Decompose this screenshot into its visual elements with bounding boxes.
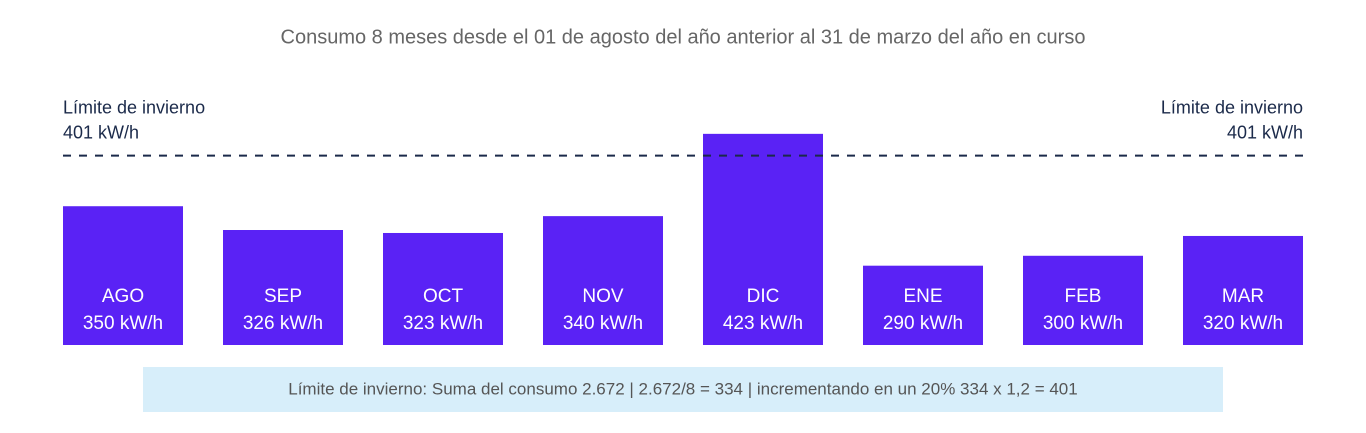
category-label: AGO: [102, 286, 144, 307]
category-label: DIC: [747, 286, 780, 307]
chart-title: Consumo 8 meses desde el 01 de agosto de…: [281, 26, 1086, 48]
value-label: 300 kW/h: [1043, 313, 1123, 334]
limit-name: Límite de invierno: [63, 97, 205, 117]
value-label: 423 kW/h: [723, 313, 803, 334]
bar: [383, 232, 503, 345]
bar: [1023, 255, 1143, 345]
value-label: 326 kW/h: [243, 313, 323, 334]
value-label: 350 kW/h: [83, 313, 163, 334]
bar: [63, 206, 183, 345]
category-label: MAR: [1222, 286, 1264, 307]
bar: [703, 133, 823, 345]
value-label: 320 kW/h: [1203, 313, 1283, 334]
category-label: SEP: [264, 286, 302, 307]
value-label: 290 kW/h: [883, 313, 963, 334]
limit-label: 401 kW/h: [63, 122, 139, 142]
bar: [1183, 235, 1303, 345]
bar: [543, 216, 663, 345]
limit-label: 401 kW/h: [1227, 122, 1303, 142]
bar: [223, 230, 343, 345]
value-label: 323 kW/h: [403, 313, 483, 334]
category-label: OCT: [423, 286, 464, 307]
category-label: ENE: [903, 286, 942, 307]
value-label: 340 kW/h: [563, 313, 643, 334]
footnote: Límite de invierno: Suma del consumo 2.6…: [288, 379, 1077, 398]
bar: [863, 265, 983, 345]
category-label: NOV: [582, 286, 624, 307]
limit-name: Límite de invierno: [1161, 97, 1303, 117]
category-label: FEB: [1065, 286, 1102, 307]
footnote-box: [143, 367, 1223, 412]
